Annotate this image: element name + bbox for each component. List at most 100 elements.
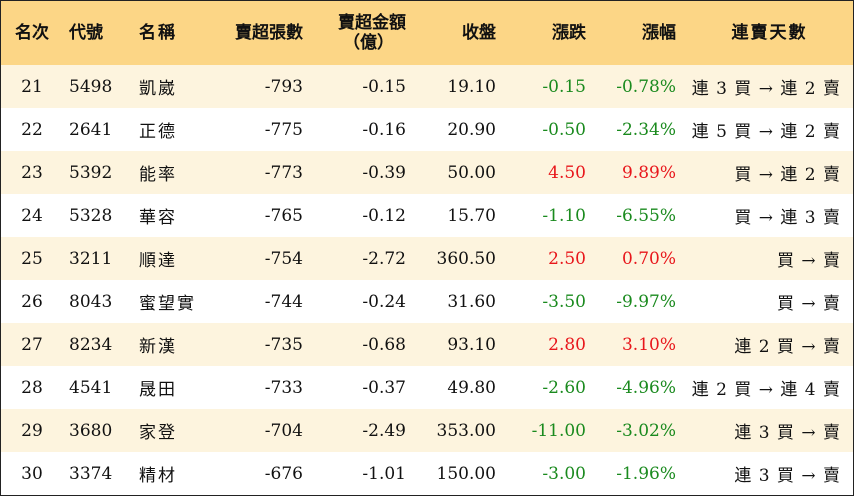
price-change-cell: -3.00 [542, 463, 586, 484]
table-row: 21 5498 凱崴 -793 -0.15 19.10 -0.15 -0.78% 連 3 買 →… [1, 65, 853, 108]
net-sell-lots-cell: -754 [264, 248, 303, 269]
table-row: 24 5328 華容 -765 -0.12 15.70 -1.10 -6.55% 買 → 連 3… [1, 194, 853, 237]
change-pct-cell: -0.78% [616, 76, 676, 97]
change-pct-cell: 0.70% [621, 248, 676, 269]
header-rank: 名次 [15, 23, 49, 43]
change-pct-cell: -3.02% [616, 420, 676, 441]
streak-cell: 買 → 連 3 賣 [734, 208, 841, 228]
price-change-cell: -0.50 [542, 119, 586, 140]
net-sell-amount-cell: -0.68 [362, 334, 406, 355]
net-sell-lots-cell: -704 [264, 420, 303, 441]
header-net-sell-amount: 賣超金額 （億） [313, 1, 416, 65]
stock-name-cell: 凱崴 [139, 79, 177, 99]
net-sell-amount-cell: -0.12 [362, 205, 406, 226]
table-row: 26 8043 蜜望實 -744 -0.24 31.60 -3.50 -9.97% 買 → 賣 [1, 280, 853, 323]
close-price-cell: 15.70 [447, 205, 496, 226]
close-price-cell: 20.90 [447, 119, 496, 140]
net-sell-amount-cell: -0.39 [362, 162, 406, 183]
header-row: 名次 代號 名稱 賣超張數 賣超金額 （億） 收盤 漲跌 漲幅 連賣天數 [1, 1, 853, 65]
streak-cell: 買 → 賣 [776, 294, 841, 314]
net-sell-amount-cell: -0.37 [362, 377, 406, 398]
change-pct-cell: 3.10% [621, 334, 676, 355]
streak-cell: 連 2 買 → 賣 [734, 337, 841, 357]
stock-name-cell: 正德 [139, 122, 177, 142]
stock-code-cell: 3374 [69, 463, 113, 484]
header-net-sell-amount-line1: 賣超金額 [338, 13, 406, 33]
net-sell-lots-cell: -793 [264, 76, 303, 97]
price-change-cell: 4.50 [548, 162, 586, 183]
table-row: 25 3211 順達 -754 -2.72 360.50 2.50 0.70% 買 → 賣 [1, 237, 853, 280]
rank-cell: 29 [21, 420, 43, 441]
close-price-cell: 93.10 [447, 334, 496, 355]
rank-cell: 28 [21, 377, 43, 398]
net-sell-lots-cell: -676 [264, 463, 303, 484]
header-code: 代號 [69, 23, 103, 43]
stock-name-cell: 家登 [139, 423, 177, 443]
change-pct-cell: -2.34% [616, 119, 676, 140]
table-row: 27 8234 新漢 -735 -0.68 93.10 2.80 3.10% 連 2 買 → 賣 [1, 323, 853, 366]
close-price-cell: 360.50 [436, 248, 496, 269]
price-change-cell: -1.10 [542, 205, 586, 226]
table-header: 名次 代號 名稱 賣超張數 賣超金額 （億） 收盤 漲跌 漲幅 連賣天數 [1, 1, 853, 65]
change-pct-cell: -9.97% [616, 291, 676, 312]
close-price-cell: 150.00 [436, 463, 496, 484]
header-close: 收盤 [462, 23, 496, 43]
streak-cell: 連 5 買 → 連 2 賣 [691, 122, 841, 142]
net-sell-lots-cell: -733 [264, 377, 303, 398]
stock-code-cell: 8043 [69, 291, 113, 312]
close-price-cell: 31.60 [447, 291, 496, 312]
rank-cell: 22 [21, 119, 43, 140]
stock-code-cell: 5498 [69, 76, 113, 97]
stock-code-cell: 3211 [69, 248, 113, 269]
net-sell-amount-cell: -2.72 [362, 248, 406, 269]
stock-code-cell: 2641 [69, 119, 113, 140]
net-sell-amount-cell: -0.24 [362, 291, 406, 312]
table-body: 21 5498 凱崴 -793 -0.15 19.10 -0.15 -0.78% 連 3 買 →… [1, 65, 853, 495]
streak-cell: 連 2 買 → 連 4 賣 [691, 380, 841, 400]
change-pct-cell: -1.96% [616, 463, 676, 484]
net-sell-amount-cell: -0.15 [362, 76, 406, 97]
net-sell-lots-cell: -765 [264, 205, 303, 226]
change-pct-cell: 9.89% [621, 162, 676, 183]
rank-cell: 26 [21, 291, 43, 312]
rank-cell: 27 [21, 334, 43, 355]
net-sell-amount-cell: -0.16 [362, 119, 406, 140]
stock-name-cell: 順達 [139, 251, 177, 271]
rank-cell: 24 [21, 205, 43, 226]
stock-name-cell: 晟田 [139, 380, 177, 400]
net-sell-amount-cell: -1.01 [362, 463, 406, 484]
price-change-cell: -2.60 [542, 377, 586, 398]
stock-name-cell: 精材 [139, 466, 177, 486]
streak-cell: 連 3 買 → 賣 [734, 466, 841, 486]
table-row: 28 4541 晟田 -733 -0.37 49.80 -2.60 -4.96% 連 2 買 →… [1, 366, 853, 409]
stock-name-cell: 華容 [139, 208, 177, 228]
stock-name-cell: 新漢 [139, 337, 177, 357]
net-sell-lots-cell: -773 [264, 162, 303, 183]
header-net-sell-amount-line2: （億） [343, 33, 394, 53]
header-change-pct: 漲幅 [642, 23, 676, 43]
close-price-cell: 353.00 [436, 420, 496, 441]
header-change: 漲跌 [552, 23, 586, 43]
table-row: 30 3374 精材 -676 -1.01 150.00 -3.00 -1.96% 連 3 買 … [1, 452, 853, 495]
close-price-cell: 19.10 [447, 76, 496, 97]
streak-cell: 買 → 賣 [776, 251, 841, 271]
close-price-cell: 49.80 [447, 377, 496, 398]
streak-cell: 連 3 買 → 賣 [734, 423, 841, 443]
stock-code-cell: 4541 [69, 377, 113, 398]
table-row: 22 2641 正德 -775 -0.16 20.90 -0.50 -2.34% 連 5 買 →… [1, 108, 853, 151]
net-sell-lots-cell: -735 [264, 334, 303, 355]
rank-cell: 25 [21, 248, 43, 269]
rank-cell: 23 [21, 162, 43, 183]
streak-cell: 買 → 連 2 賣 [734, 165, 841, 185]
rank-cell: 30 [21, 463, 43, 484]
stock-code-cell: 8234 [69, 334, 113, 355]
stock-code-cell: 5392 [69, 162, 113, 183]
stock-name-cell: 蜜望實 [139, 294, 196, 314]
price-change-cell: 2.80 [548, 334, 586, 355]
net-sell-amount-cell: -2.49 [362, 420, 406, 441]
change-pct-cell: -6.55% [616, 205, 676, 226]
price-change-cell: -0.15 [542, 76, 586, 97]
streak-cell: 連 3 買 → 連 2 賣 [691, 79, 841, 99]
